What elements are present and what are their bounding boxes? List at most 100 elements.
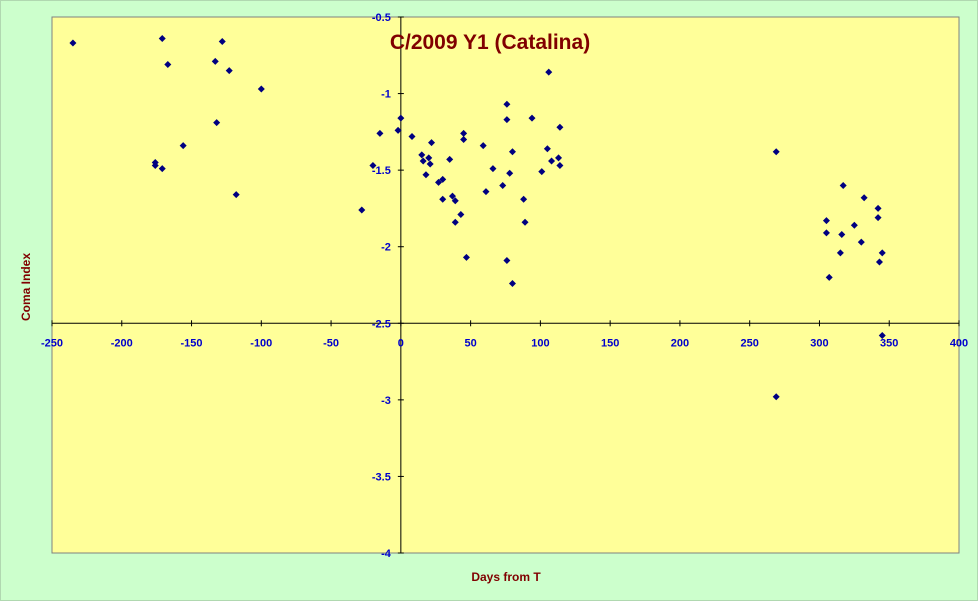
data-point bbox=[489, 165, 497, 173]
data-point bbox=[839, 181, 847, 189]
data-point bbox=[508, 279, 516, 287]
x-axis-title: Days from T bbox=[471, 570, 541, 584]
data-point bbox=[164, 60, 172, 68]
data-point bbox=[548, 157, 556, 165]
data-point bbox=[503, 100, 511, 108]
data-point bbox=[874, 214, 882, 222]
data-point bbox=[521, 218, 529, 226]
data-point bbox=[860, 194, 868, 202]
x-tick-label: -100 bbox=[250, 337, 272, 349]
y-tick-label: -1 bbox=[381, 89, 391, 101]
y-tick-label: -3 bbox=[381, 395, 391, 407]
axes: -250 -200 -150 -100 -50 0 50 100 150 200 250 300 350… bbox=[41, 12, 968, 560]
y-tick-label: -0.5 bbox=[372, 12, 391, 24]
data-point bbox=[218, 38, 226, 46]
y-tick-label: -4 bbox=[381, 548, 392, 560]
data-point bbox=[857, 238, 865, 246]
data-point bbox=[397, 114, 405, 122]
x-tick-label: -250 bbox=[41, 337, 63, 349]
data-points bbox=[69, 34, 886, 401]
x-tick-label: 350 bbox=[880, 337, 898, 349]
data-point bbox=[545, 68, 553, 76]
data-point bbox=[875, 258, 883, 266]
data-point bbox=[460, 136, 468, 144]
data-point bbox=[213, 119, 221, 127]
data-point bbox=[446, 155, 454, 163]
data-point bbox=[825, 273, 833, 281]
data-point bbox=[772, 148, 780, 156]
data-point bbox=[394, 126, 402, 134]
data-point bbox=[376, 129, 384, 137]
data-point bbox=[479, 142, 487, 150]
x-tick-label: -150 bbox=[181, 337, 203, 349]
data-point bbox=[482, 188, 490, 196]
data-point bbox=[435, 178, 443, 186]
data-point bbox=[555, 154, 563, 162]
data-point bbox=[503, 256, 511, 264]
y-tick-label: -1.5 bbox=[372, 165, 391, 177]
y-tick-label: -3.5 bbox=[372, 471, 391, 483]
data-point bbox=[422, 171, 430, 179]
x-tick-label: 300 bbox=[810, 337, 828, 349]
data-point bbox=[878, 332, 886, 340]
data-point bbox=[225, 67, 233, 75]
data-point bbox=[451, 218, 459, 226]
data-point bbox=[528, 114, 536, 122]
data-point bbox=[457, 211, 465, 219]
data-point bbox=[69, 39, 77, 47]
x-tick-label: 100 bbox=[531, 337, 549, 349]
data-point bbox=[425, 154, 433, 162]
data-point bbox=[369, 162, 377, 170]
data-point bbox=[439, 195, 447, 203]
data-point bbox=[179, 142, 187, 150]
data-point bbox=[499, 181, 507, 189]
x-tick-label: 400 bbox=[950, 337, 968, 349]
y-tick-label: -2.5 bbox=[372, 318, 391, 330]
x-tick-label: -200 bbox=[111, 337, 133, 349]
y-axis-title: Coma Index bbox=[19, 253, 33, 321]
x-tick-label: 0 bbox=[398, 337, 404, 349]
x-tick-label: -50 bbox=[323, 337, 339, 349]
x-tick-label: 50 bbox=[464, 337, 476, 349]
data-point bbox=[151, 162, 159, 170]
data-point bbox=[520, 195, 528, 203]
data-point bbox=[506, 169, 514, 177]
data-point bbox=[211, 57, 219, 65]
data-point bbox=[419, 157, 427, 165]
data-point bbox=[408, 132, 416, 140]
data-point bbox=[503, 116, 511, 124]
x-tick-label: 150 bbox=[601, 337, 619, 349]
data-point bbox=[508, 148, 516, 156]
data-point bbox=[822, 217, 830, 225]
data-point bbox=[874, 204, 882, 212]
data-point bbox=[878, 249, 886, 257]
data-point bbox=[543, 145, 551, 153]
data-point bbox=[838, 230, 846, 238]
data-point bbox=[158, 34, 166, 42]
data-point bbox=[439, 175, 447, 183]
x-tick-label: 200 bbox=[671, 337, 689, 349]
x-tick-label: 250 bbox=[741, 337, 759, 349]
plot-area bbox=[51, 16, 960, 554]
data-point bbox=[556, 162, 564, 170]
data-point bbox=[257, 85, 265, 93]
data-point bbox=[772, 393, 780, 401]
data-point bbox=[460, 129, 468, 137]
data-point bbox=[538, 168, 546, 176]
chart-title: C/2009 Y1 (Catalina) bbox=[390, 31, 590, 54]
data-point bbox=[451, 197, 459, 205]
y-tick-label: -2 bbox=[381, 242, 391, 254]
data-point bbox=[428, 139, 436, 147]
data-point bbox=[232, 191, 240, 199]
data-point bbox=[158, 165, 166, 173]
data-point bbox=[462, 253, 470, 261]
data-point bbox=[850, 221, 858, 229]
data-point bbox=[822, 229, 830, 237]
data-point bbox=[426, 160, 434, 168]
data-point bbox=[448, 192, 456, 200]
data-point bbox=[836, 249, 844, 257]
data-point bbox=[556, 123, 564, 131]
data-point bbox=[418, 151, 426, 159]
